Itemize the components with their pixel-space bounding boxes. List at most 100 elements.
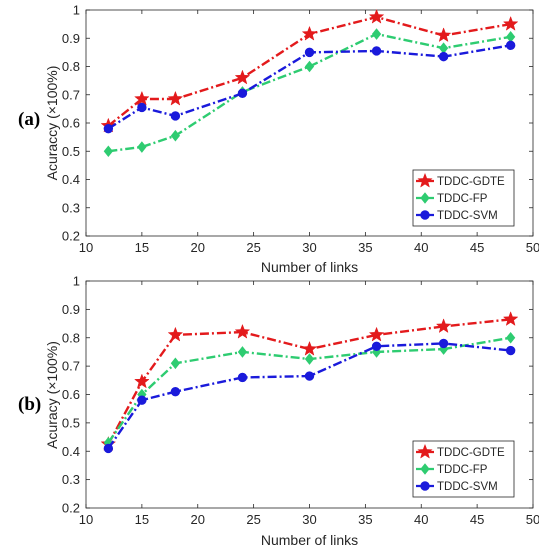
y-tick-label: 0.7 — [62, 87, 80, 102]
data-point-diamond — [170, 129, 181, 142]
series-line — [107, 44, 511, 130]
y-tick-label: 0.2 — [62, 229, 80, 244]
x-tick-label: 25 — [246, 512, 260, 527]
y-axis-label: Acuraccy (×100%) — [44, 66, 60, 181]
data-point-diamond — [103, 145, 113, 158]
series-tddc-svm — [103, 338, 516, 454]
y-tick-label: 0.2 — [62, 501, 80, 516]
data-point-star — [134, 373, 150, 389]
x-tick-label: 50 — [526, 240, 539, 255]
x-axis-label: Number of links — [261, 532, 358, 548]
data-point-star — [502, 311, 519, 326]
x-tick-label: 45 — [470, 240, 484, 255]
data-point-star — [301, 340, 318, 356]
data-point-star — [368, 326, 385, 342]
data-point-star — [435, 318, 452, 334]
panel-label: (a) — [18, 109, 40, 130]
data-point-circle — [438, 338, 449, 349]
legend-label: TDDC-FP — [437, 464, 488, 476]
legend-label: TDDC-GDTE — [437, 176, 505, 188]
series-line — [107, 336, 511, 444]
data-point-circle — [170, 386, 181, 397]
series-line — [107, 342, 511, 450]
data-point-circle — [505, 40, 516, 51]
y-tick-label: 0.6 — [62, 387, 80, 402]
data-point-star — [234, 323, 251, 339]
series-line — [108, 32, 511, 153]
x-tick-label: 10 — [79, 240, 93, 255]
legend-marker-star — [417, 443, 433, 459]
data-point-star — [435, 27, 452, 43]
data-point-star — [167, 90, 184, 106]
x-tick-label: 35 — [358, 512, 372, 527]
x-tick-label: 15 — [135, 512, 149, 527]
y-axis-label: Acuracy (×100%) — [44, 341, 60, 449]
data-point-circle — [103, 443, 114, 454]
data-point-diamond — [304, 60, 315, 73]
y-tick-label: 0.5 — [62, 144, 80, 159]
y-tick-label: 1 — [73, 274, 80, 289]
data-point-circle — [304, 371, 315, 381]
y-tick-label: 0.3 — [62, 200, 80, 215]
data-point-circle — [137, 102, 147, 113]
data-point-diamond — [137, 141, 147, 153]
x-tick-label: 20 — [191, 240, 205, 255]
legend-marker-circle — [420, 481, 430, 491]
legend-label: TDDC-SVM — [437, 210, 498, 222]
panel-label: (b) — [18, 394, 41, 415]
chart-panel-a: (a) 10 15 20 25 30 35 40 45 50 0.2 0.3 0.4 0.5 0.6 0.7… — [18, 3, 539, 276]
chart-panel-b: (b) 10 15 20 25 30 35 40 45 50 0.2 0.3 0.4 0.5 0.6 0.7… — [18, 274, 539, 549]
data-point-diamond — [438, 42, 449, 54]
y-tick-label: 0.9 — [62, 31, 80, 46]
legend: TDDC-GDTE TDDC-FP TDDC-SVM — [412, 169, 515, 227]
data-point-diamond — [371, 28, 382, 40]
data-point-diamond — [506, 31, 516, 43]
y-tick-label: 0.3 — [62, 472, 80, 487]
y-tick-label: 0.4 — [62, 172, 80, 187]
y-tick-label: 0.8 — [62, 330, 80, 345]
data-point-star — [368, 8, 385, 24]
data-point-star — [134, 90, 150, 106]
data-point-circle — [438, 51, 449, 62]
data-point-circle — [237, 372, 248, 383]
y-tick-label: 1 — [73, 3, 80, 18]
x-tick-label: 40 — [414, 240, 428, 255]
legend-marker-star — [417, 172, 433, 188]
data-point-circle — [137, 395, 147, 405]
data-point-circle — [170, 111, 181, 121]
x-tick-label: 10 — [79, 512, 93, 527]
x-tick-label: 35 — [358, 240, 372, 255]
x-tick-label: 50 — [526, 512, 539, 527]
y-tick-label: 0.9 — [62, 302, 80, 317]
data-point-star — [502, 15, 519, 31]
x-axis-label: Number of links — [261, 259, 358, 275]
data-point-diamond — [304, 353, 315, 365]
x-tick-label: 20 — [191, 512, 205, 527]
x-tick-label: 30 — [302, 512, 316, 527]
legend-marker-diamond — [420, 463, 430, 475]
y-tick-label: 0.5 — [62, 415, 80, 430]
y-tick-label: 0.8 — [62, 59, 80, 74]
y-tick-label: 0.7 — [62, 359, 80, 374]
legend-label: TDDC-GDTE — [437, 447, 505, 459]
series-line — [107, 15, 511, 127]
series-tddc-svm — [103, 40, 516, 134]
data-point-star — [167, 326, 184, 342]
data-point-star — [301, 25, 318, 41]
data-point-circle — [304, 47, 315, 58]
data-point-diamond — [237, 346, 248, 358]
y-tick-label: 0.6 — [62, 116, 80, 131]
y-tick-label: 0.4 — [62, 444, 80, 459]
data-point-circle — [371, 341, 382, 351]
legend-label: TDDC-SVM — [437, 481, 498, 493]
legend-marker-diamond — [420, 192, 430, 204]
data-point-circle — [237, 88, 248, 99]
series-line — [107, 318, 511, 445]
x-tick-label: 45 — [470, 512, 484, 527]
data-point-circle — [371, 46, 382, 56]
data-point-diamond — [506, 331, 516, 344]
legend: TDDC-GDTE TDDC-FP TDDC-SVM — [412, 440, 515, 498]
data-point-circle — [505, 345, 516, 356]
legend-label: TDDC-FP — [437, 193, 488, 205]
